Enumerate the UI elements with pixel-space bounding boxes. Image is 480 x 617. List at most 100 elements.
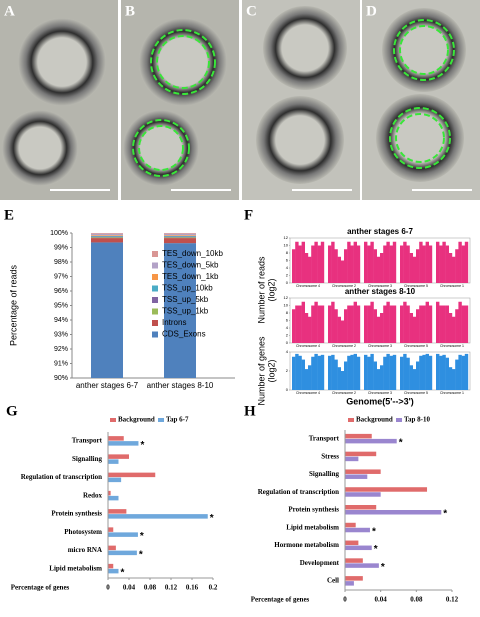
- legend-label: Background: [356, 416, 393, 424]
- density-bar: [344, 309, 348, 343]
- bar: [108, 550, 137, 556]
- y-tick-label: 97%: [54, 273, 68, 280]
- density-bar: [314, 301, 318, 343]
- density-bar: [304, 313, 309, 343]
- bar-segment: [91, 235, 123, 236]
- density-bar: [340, 371, 345, 390]
- legend-label: TSS_up_10kb: [162, 284, 213, 293]
- x-tick-label: 0.08: [144, 584, 157, 592]
- density-bar: [331, 241, 335, 283]
- panel-label: E: [4, 207, 14, 223]
- density-bar: [442, 305, 446, 343]
- density-bar: [389, 245, 393, 283]
- bar: [345, 469, 381, 474]
- x-axis-label: Percentage of genes: [11, 584, 70, 592]
- y-tick-label: 10: [284, 303, 289, 308]
- y-tick-label: 10: [284, 243, 289, 248]
- y-tick-label: 6: [286, 258, 289, 263]
- density-bar: [392, 354, 397, 390]
- significance-mark: *: [121, 568, 125, 579]
- cell-outlines: [132, 19, 455, 177]
- density-bar: [337, 256, 341, 283]
- bar: [108, 495, 119, 501]
- y-tick-label: 2: [286, 273, 289, 278]
- density-bar: [383, 245, 387, 283]
- y-tick-label: 8: [286, 310, 289, 315]
- density-bar: [340, 260, 345, 283]
- density-bar: [386, 301, 390, 343]
- x-tick-label: 0: [106, 584, 110, 592]
- bar: [108, 514, 208, 519]
- panel-label: B: [125, 3, 135, 19]
- density-bar: [412, 316, 417, 343]
- y-axis-label: Number of reads: [256, 256, 266, 324]
- density-bar: [416, 361, 420, 390]
- density-bar: [445, 305, 449, 343]
- significance-mark: *: [399, 438, 403, 449]
- density-bar: [428, 305, 433, 343]
- bar-segment: [164, 233, 196, 234]
- chromosome-label: Chromosome 5: [404, 284, 428, 288]
- density-bar: [448, 367, 453, 390]
- density-bar: [403, 353, 407, 390]
- density-bar: [448, 253, 453, 283]
- bar-segment: [91, 236, 123, 238]
- legend-swatch: [152, 297, 158, 303]
- bar: [108, 545, 116, 551]
- y-tick-label: 2: [286, 368, 289, 373]
- category-label: Regulation of transcription: [21, 473, 102, 481]
- density-bar: [301, 241, 305, 283]
- category-label: Hormone metabolism: [274, 541, 339, 549]
- cell: [2, 110, 78, 186]
- density-bar: [295, 353, 299, 390]
- x-tick-label: 0.2: [209, 584, 218, 592]
- density-bar: [461, 245, 465, 283]
- panel-label: H: [244, 403, 256, 419]
- chromosome-label: Chromosome 1: [440, 344, 464, 348]
- track-title: anther stages 6-7: [347, 227, 413, 236]
- density-bar: [383, 356, 387, 390]
- category-label: Protein synthesis: [288, 506, 339, 514]
- y-tick-label: 0: [286, 340, 289, 345]
- y-tick-label: 93%: [54, 331, 68, 338]
- density-bar: [425, 301, 429, 343]
- category-label: Redox: [83, 491, 103, 499]
- density-bar: [350, 305, 354, 343]
- category-label: micro RNA: [68, 546, 102, 554]
- density-bar: [464, 305, 469, 343]
- bar-segment: [91, 242, 123, 378]
- density-bar: [436, 301, 440, 343]
- density-bar: [400, 356, 404, 390]
- significance-mark: *: [139, 549, 143, 560]
- density-bar: [337, 367, 341, 390]
- legend-label: Tap 8-10: [404, 416, 431, 424]
- x-axis-label: Genome(5'-->3'): [346, 396, 414, 406]
- density-bar: [428, 355, 433, 390]
- density-bar: [320, 241, 325, 283]
- x-tick-label: 0.16: [186, 584, 199, 592]
- legend-swatch: [110, 418, 116, 422]
- y-tick-label: 4: [286, 265, 289, 270]
- legend-label: TES_down_1kb: [162, 272, 219, 281]
- chromosome-label: Chromosome 5: [404, 344, 428, 348]
- density-bar: [298, 355, 302, 390]
- density-bar: [461, 305, 465, 343]
- category-label: Lipid metabolism: [286, 523, 339, 531]
- chromosome-label: Chromosome 4: [296, 284, 320, 288]
- density-bar: [367, 305, 371, 343]
- legend-label: CDS_Exons: [162, 330, 206, 339]
- density-bar: [370, 353, 374, 390]
- density-bar: [422, 245, 426, 283]
- bar: [345, 522, 356, 528]
- significance-mark: *: [374, 544, 378, 555]
- y-tick-label: 90%: [54, 375, 68, 382]
- y-tick-label: 12: [284, 235, 289, 240]
- x-tick-label: 0: [343, 596, 347, 604]
- density-bar: [340, 320, 345, 343]
- cell: [256, 96, 344, 184]
- x-axis-label: Percentage of genes: [251, 596, 310, 604]
- category-label: Signalling: [72, 455, 102, 463]
- density-bar: [383, 305, 387, 343]
- density-bar: [334, 359, 338, 390]
- density-bar: [458, 241, 462, 283]
